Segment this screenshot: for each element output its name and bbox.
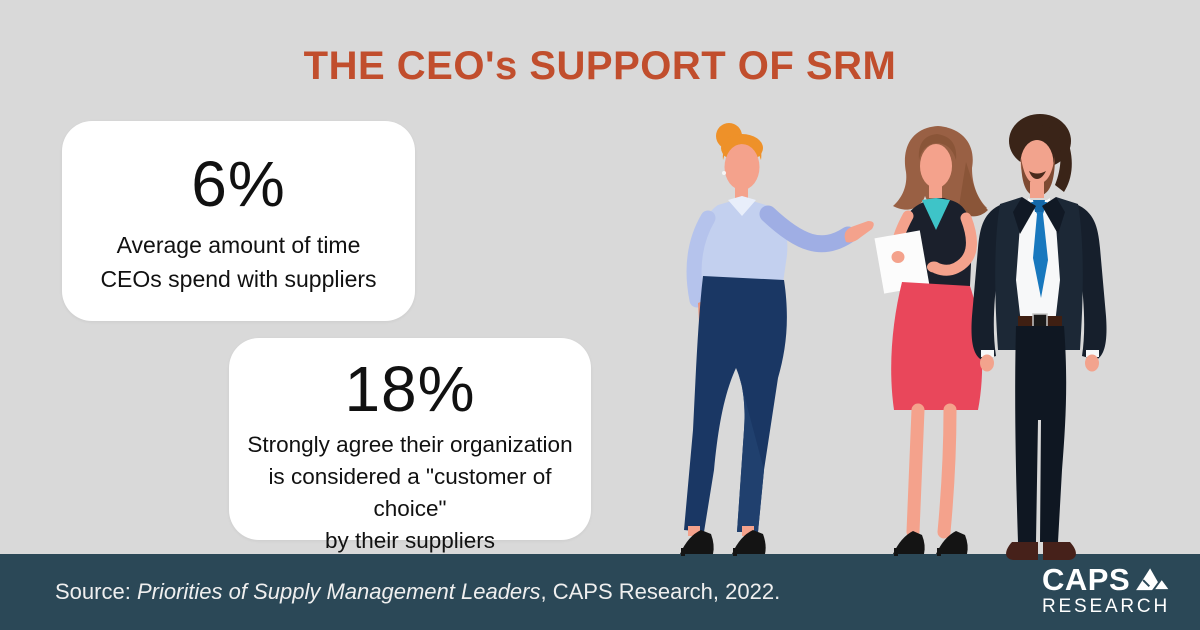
stat-card-time-with-suppliers: 6% Average amount of time CEOs spend wit…	[62, 121, 415, 321]
source-report-title: Priorities of Supply Management Leaders	[136, 579, 541, 604]
stat-description-line: by their suppliers	[324, 528, 496, 553]
logo-caps-text: CAPS	[1042, 562, 1131, 597]
caps-research-logo: CAPS RESEARCH	[1042, 562, 1172, 616]
stat-value-18-percent: 18%	[344, 353, 476, 425]
woman-holding-paper	[874, 126, 988, 556]
stat-description-line: is considered a "customer of choice"	[268, 464, 552, 522]
mountain-icon	[1136, 568, 1172, 592]
stat-card-customer-of-choice: 18% Strongly agree their organization is…	[229, 338, 591, 553]
source-suffix: , CAPS Research, 2022.	[540, 579, 781, 604]
source-prefix: Source:	[55, 579, 137, 604]
man-in-suit	[971, 114, 1107, 560]
footer-bar: Source: Priorities of Supply Management …	[0, 554, 1200, 630]
stat-description-line: Average amount of time	[116, 232, 361, 259]
stat-value-6-percent: 6%	[191, 148, 286, 220]
stat-description-line: CEOs spend with suppliers	[100, 266, 377, 293]
stat-description: Average amount of time CEOs spend with s…	[62, 228, 415, 296]
logo-top-row: CAPS	[1042, 562, 1172, 595]
page-title: THE CEO's SUPPORT OF SRM	[303, 44, 897, 88]
logo-research-text: RESEARCH	[1042, 596, 1170, 617]
woman-gesturing	[680, 123, 874, 556]
source-text: Source: Priorities of Supply Management …	[55, 579, 780, 605]
stat-description: Strongly agree their organization is con…	[229, 429, 591, 557]
business-people-illustration	[680, 114, 1107, 560]
stat-description-line: Strongly agree their organization	[247, 432, 573, 458]
